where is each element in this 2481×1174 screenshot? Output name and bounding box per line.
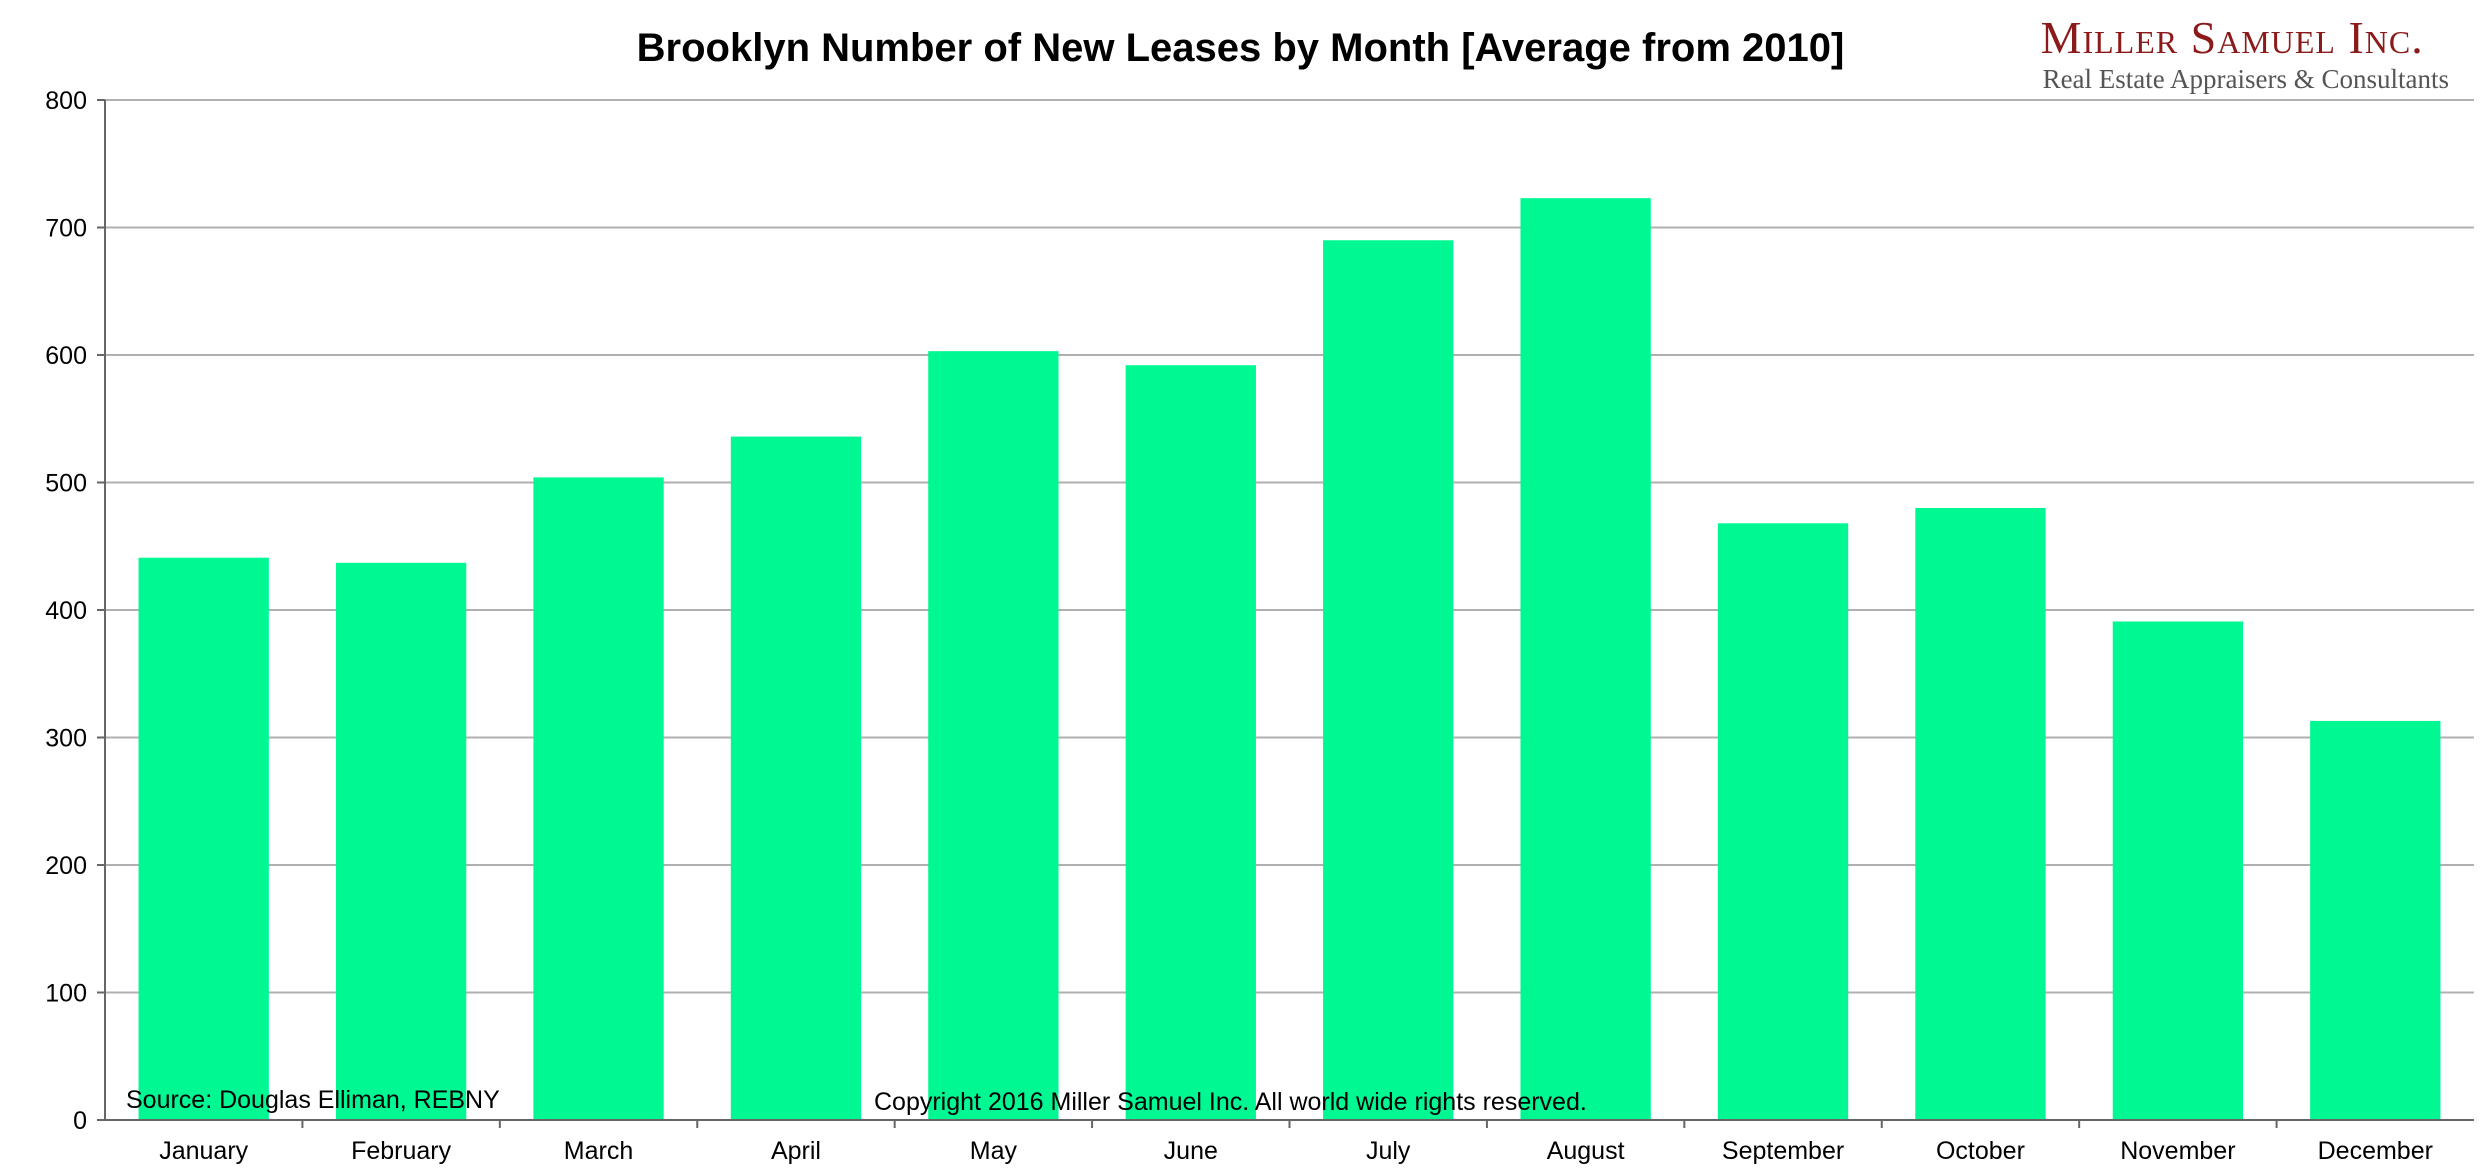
bar — [1915, 508, 2046, 1120]
x-tick-label: November — [2120, 1137, 2235, 1165]
bar — [1717, 523, 1849, 1120]
y-tick-label: 700 — [45, 215, 87, 243]
bar — [730, 436, 862, 1121]
bar — [335, 562, 467, 1120]
y-tick-label: 0 — [73, 1107, 87, 1135]
x-tick-label: March — [564, 1137, 633, 1165]
x-tick-label: January — [159, 1137, 248, 1165]
y-tick-label: 200 — [45, 852, 87, 880]
x-tick-label: October — [1936, 1137, 2025, 1165]
bar — [533, 477, 664, 1120]
source-note: Source: Douglas Elliman, REBNY — [126, 1086, 500, 1114]
x-tick-label: August — [1547, 1137, 1625, 1165]
x-tick-label: July — [1366, 1137, 1411, 1165]
y-tick-label: 400 — [45, 597, 87, 625]
logo-name: Miller Samuel Inc. — [2040, 12, 2424, 63]
x-tick-label: September — [1722, 1137, 1844, 1165]
axes: 0 100 200 300 400 500 600 700 800 January February… — [45, 87, 2474, 1165]
chart-title: Brooklyn Number of New Leases by Month [… — [636, 26, 1845, 70]
y-tick-label: 500 — [45, 470, 87, 498]
y-tick-label: 800 — [45, 87, 87, 115]
bar — [2310, 720, 2441, 1120]
bar — [1125, 365, 1256, 1120]
x-tick-label: December — [2318, 1137, 2433, 1165]
bar — [2112, 621, 2244, 1120]
bar — [138, 557, 269, 1120]
x-tick-label: February — [351, 1137, 452, 1165]
copyright-note: Copyright 2016 Miller Samuel Inc. All wo… — [874, 1088, 1587, 1116]
y-tick-label: 300 — [45, 725, 87, 753]
x-tick-label: April — [771, 1137, 821, 1165]
y-tick-label: 600 — [45, 342, 87, 370]
x-tick-label: June — [1164, 1137, 1218, 1165]
bars — [138, 198, 2441, 1121]
company-logo: Miller Samuel Inc. Real Estate Appraiser… — [2041, 12, 2449, 94]
y-tick-label: 100 — [45, 980, 87, 1008]
bar — [1323, 240, 1454, 1120]
bar — [1520, 198, 1651, 1121]
gridlines — [105, 99, 2474, 994]
x-tick-label: May — [970, 1137, 1018, 1165]
bar — [928, 351, 1059, 1120]
logo-tagline: Real Estate Appraisers & Consultants — [2042, 64, 2449, 94]
